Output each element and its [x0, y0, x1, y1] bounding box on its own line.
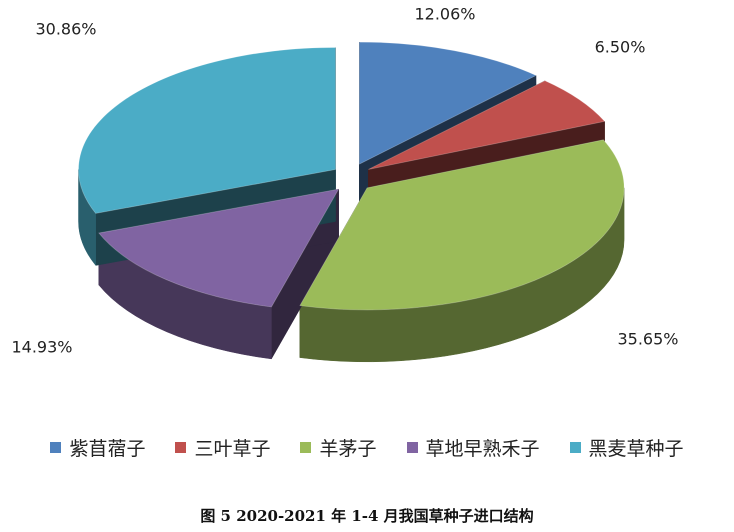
slice-2-top	[299, 139, 625, 311]
legend-swatch-4	[569, 441, 581, 453]
slice-2-label: 35.65%	[617, 330, 678, 349]
legend-swatch-1	[175, 441, 187, 453]
legend-label-4: 黑麦草种子	[588, 437, 684, 460]
legend-swatch-2	[300, 441, 312, 453]
legend-swatch-0	[50, 441, 62, 453]
legend-item-4: 黑麦草种子	[569, 434, 684, 461]
legend-item-1: 三叶草子	[175, 434, 270, 461]
slice-tops	[78, 41, 625, 311]
figure-caption: 图 5 2020-2021 年 1-4 月我国草种子进口结构	[200, 507, 534, 525]
legend-swatch-3	[406, 441, 418, 453]
chart-legend: 紫苜蓿子 三叶草子 羊茅子 草地早熟禾子 黑麦草种子	[0, 432, 734, 462]
slice-3-top	[98, 188, 340, 308]
legend-item-2: 羊茅子	[300, 434, 377, 461]
slice-4-top	[78, 47, 336, 214]
slice-3-label: 14.93%	[11, 338, 72, 357]
legend-label-3: 草地早熟禾子	[425, 437, 540, 460]
pie-chart-svg: 12.06% 6.50% 35.65% 14.93% 30.86%	[11, 5, 679, 363]
legend-label-2: 羊茅子	[319, 437, 377, 460]
slice-0-label: 12.06%	[414, 5, 475, 24]
legend-label-0: 紫苜蓿子	[69, 437, 146, 460]
legend-label-1: 三叶草子	[194, 437, 271, 460]
legend-item-0: 紫苜蓿子	[50, 434, 145, 461]
legend-item-3: 草地早熟禾子	[406, 434, 540, 461]
slice-1-top	[368, 80, 606, 170]
slice-1-label: 6.50%	[595, 38, 646, 57]
slice-4-label: 30.86%	[35, 20, 96, 39]
slice-0-top	[358, 41, 537, 165]
